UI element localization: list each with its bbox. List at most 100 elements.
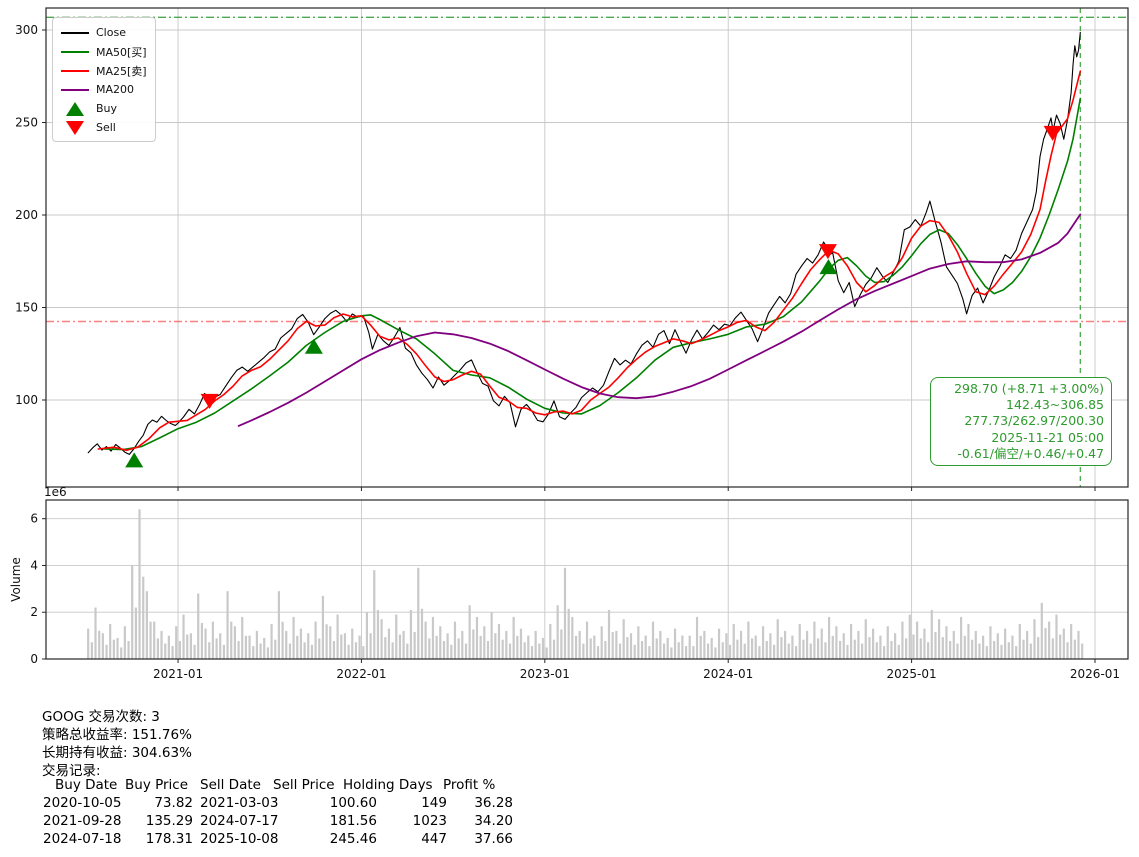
- legend-label: MA50[买]: [96, 45, 147, 59]
- volume-bar: [1055, 614, 1058, 659]
- legend-label: Sell: [96, 121, 116, 134]
- volume-bar: [171, 646, 174, 659]
- series-ma50: [103, 97, 1082, 451]
- volume-bar: [186, 634, 189, 659]
- volume-bar: [552, 639, 556, 659]
- volume-bar: [233, 626, 236, 659]
- volume-bar: [461, 630, 464, 659]
- legend-item-ma200: MA200: [60, 80, 147, 99]
- volume-bar: [743, 643, 746, 659]
- volume-bar: [692, 646, 695, 659]
- volume-bar: [402, 630, 405, 659]
- volume-bar: [905, 638, 908, 659]
- volume-bar: [1029, 643, 1032, 659]
- volume-bar: [563, 567, 567, 659]
- legend-item-ma50: MA50[买]: [60, 42, 147, 61]
- trade-row-2-cell-2: 2025-10-08: [200, 831, 279, 847]
- volume-bar: [1004, 628, 1007, 659]
- volume-bar: [783, 630, 787, 659]
- volume-bar: [919, 638, 922, 659]
- volume-bar: [952, 630, 955, 659]
- volume-scale-offset-label: 1e6: [44, 485, 67, 499]
- legend-label: MA200: [96, 83, 135, 96]
- volume-bar: [483, 626, 486, 659]
- volume-bar: [534, 630, 537, 659]
- volume-bar: [406, 643, 409, 659]
- volume-bar: [938, 619, 941, 659]
- volume-bar: [303, 642, 306, 659]
- volume-bar: [780, 637, 783, 659]
- volume-bar: [1066, 642, 1069, 659]
- volume-bar: [1022, 639, 1025, 659]
- volume-bar: [292, 616, 295, 659]
- volume-bar: [519, 628, 523, 659]
- volume-bar: [321, 595, 325, 659]
- volume-bar: [549, 623, 552, 659]
- volume-bar: [1070, 623, 1073, 659]
- volume-bar: [655, 638, 658, 659]
- volume-bar: [259, 643, 262, 659]
- trades-header-profit-: Profit %: [443, 777, 496, 793]
- volume-bar: [244, 635, 248, 659]
- volume-bar: [1015, 646, 1018, 659]
- volume-bar: [351, 628, 354, 659]
- volume-bar: [714, 647, 717, 659]
- volume-bar: [666, 637, 669, 659]
- volume-bar: [831, 635, 834, 659]
- trade-row-0-cell-1: 73.82: [154, 795, 193, 811]
- volume-bar: [413, 631, 416, 659]
- volume-bar: [450, 644, 453, 659]
- trade-row-0-cell-5: 36.28: [474, 795, 513, 811]
- volume-bar: [193, 644, 196, 659]
- series-ma200: [237, 213, 1082, 427]
- volume-bar: [883, 646, 886, 659]
- volume-bar: [442, 640, 446, 659]
- volume-bar: [1037, 637, 1040, 659]
- volume-bar: [490, 612, 493, 659]
- volume-bar: [189, 633, 192, 659]
- volume-bar: [710, 637, 713, 659]
- strategy-return-text: 策略总收益率: 151.76%: [42, 727, 192, 743]
- volume-bar: [699, 635, 702, 659]
- legend-item-buy: Buy: [60, 99, 147, 118]
- volume-bar: [380, 619, 383, 659]
- volume-bar: [1077, 630, 1080, 659]
- volume-bar: [607, 609, 611, 659]
- volume-bar: [1026, 630, 1029, 659]
- volume-bar: [633, 644, 636, 659]
- volume-bar: [893, 633, 897, 659]
- volume-bar: [835, 626, 838, 659]
- volume-bar: [219, 633, 222, 659]
- trade-row-2-cell-4: 447: [421, 831, 447, 847]
- volume-bar: [347, 644, 350, 659]
- volume-bar: [927, 642, 930, 659]
- volume-bar: [376, 610, 380, 659]
- volume-bar: [417, 567, 420, 659]
- volume-bar: [971, 639, 974, 659]
- volume-bar: [626, 637, 629, 659]
- volume-bar: [622, 619, 625, 659]
- volume-bar: [567, 608, 570, 659]
- volume-bar: [435, 635, 438, 659]
- volume-bar: [365, 612, 369, 659]
- volume-bar: [611, 631, 614, 659]
- volume-bar: [204, 628, 207, 659]
- volume-bar: [197, 593, 200, 659]
- volume-bar: [431, 616, 435, 659]
- volume-bar: [541, 637, 545, 659]
- trades-header-holding-days: Holding Days: [343, 777, 433, 793]
- volume-bar: [897, 644, 900, 659]
- volume-bar: [787, 643, 790, 659]
- volume-bar: [805, 630, 809, 659]
- volume-bar: [941, 637, 944, 659]
- volume-bar: [120, 647, 123, 659]
- volume-bar: [428, 638, 431, 659]
- volume-bar: [967, 623, 970, 659]
- volume-bar: [596, 646, 600, 659]
- volume-bar: [208, 642, 211, 659]
- volume-bar: [505, 630, 508, 659]
- annotation-signal-line: -0.61/偏空/+0.46/+0.47: [957, 445, 1104, 461]
- volume-bar: [395, 614, 398, 659]
- volume-bar: [684, 646, 688, 659]
- volume-bar: [945, 626, 948, 659]
